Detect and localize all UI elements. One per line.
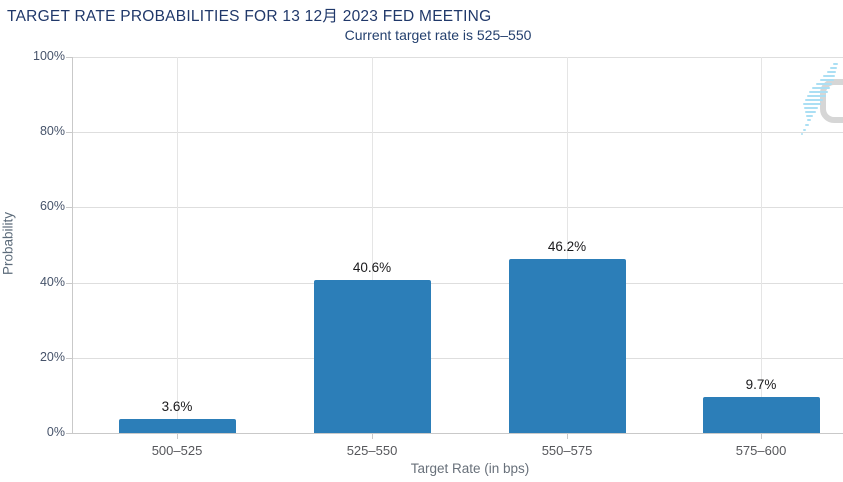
y-tick-label: 0% [46, 425, 65, 439]
watermark-speed-dash [833, 63, 838, 65]
watermark-speed-dash [816, 83, 832, 85]
x-axis-tick [372, 434, 373, 439]
watermark-speed-dash [805, 99, 823, 101]
watermark-speed-dash [807, 119, 811, 121]
bar-value-label: 3.6% [161, 399, 193, 415]
watermark-speed-dash [809, 91, 828, 93]
bar-value-label: 40.6% [352, 260, 392, 276]
x-gridline [761, 57, 762, 433]
y-gridline [72, 57, 843, 58]
y-axis-line [72, 57, 73, 433]
bar-value-label: 46.2% [547, 239, 587, 255]
watermark-speed-dash [805, 124, 809, 126]
y-gridline [72, 282, 843, 284]
x-tick-label: 550–575 [541, 443, 593, 458]
y-tick-label: 20% [39, 349, 65, 364]
y-axis-tick [66, 57, 72, 58]
y-tick-label: 100% [33, 49, 65, 63]
watermark-speed-dash [804, 107, 818, 109]
watermark-speed-dash [803, 103, 821, 105]
y-axis-tick [66, 282, 72, 284]
y-gridline [72, 207, 843, 209]
bar-value-label: 9.7% [745, 376, 777, 392]
y-axis-title: Probability [0, 211, 16, 276]
watermark-speed-dash [812, 87, 830, 89]
x-gridline [372, 57, 373, 433]
y-tick-label: 60% [39, 199, 65, 214]
watermark-speed-dash [801, 133, 803, 135]
chart-title: TARGET RATE PROBABILITIES FOR 13 12月 202… [7, 8, 492, 25]
watermark-speed-dash [827, 71, 836, 73]
bar[interactable] [508, 259, 626, 433]
watermark-speed-dash [806, 115, 813, 117]
watermark-speed-dash [807, 95, 826, 97]
bar[interactable] [702, 396, 820, 433]
watermark-speed-dash [805, 111, 816, 113]
x-axis-title: Target Rate (in bps) [410, 461, 530, 476]
x-axis-tick [761, 434, 762, 439]
watermark-speed-dash [820, 79, 834, 81]
watermark-speed-dash [830, 67, 837, 69]
y-axis-tick [66, 132, 72, 134]
watermark-speed-dash [803, 129, 806, 131]
chart-subtitle: Current target rate is 525–550 [344, 27, 532, 43]
bar[interactable] [118, 419, 236, 433]
y-axis-tick [66, 357, 72, 359]
x-gridline [177, 57, 178, 433]
watermark-q-icon [820, 79, 843, 123]
x-tick-label: 500–525 [151, 443, 203, 458]
y-axis-tick [66, 433, 72, 434]
x-tick-label: 525–550 [346, 443, 398, 458]
y-gridline [72, 132, 843, 134]
y-axis-tick [66, 207, 72, 209]
bar[interactable] [313, 280, 431, 433]
y-tick-label: 80% [39, 124, 65, 139]
y-gridline [72, 357, 843, 359]
x-axis-line [72, 433, 843, 434]
watermark-speed-dash [823, 75, 835, 77]
y-tick-label: 40% [39, 274, 65, 289]
x-gridline [567, 57, 568, 433]
x-tick-label: 575–600 [735, 443, 787, 458]
x-axis-tick [177, 434, 178, 439]
x-axis-tick [567, 434, 568, 439]
